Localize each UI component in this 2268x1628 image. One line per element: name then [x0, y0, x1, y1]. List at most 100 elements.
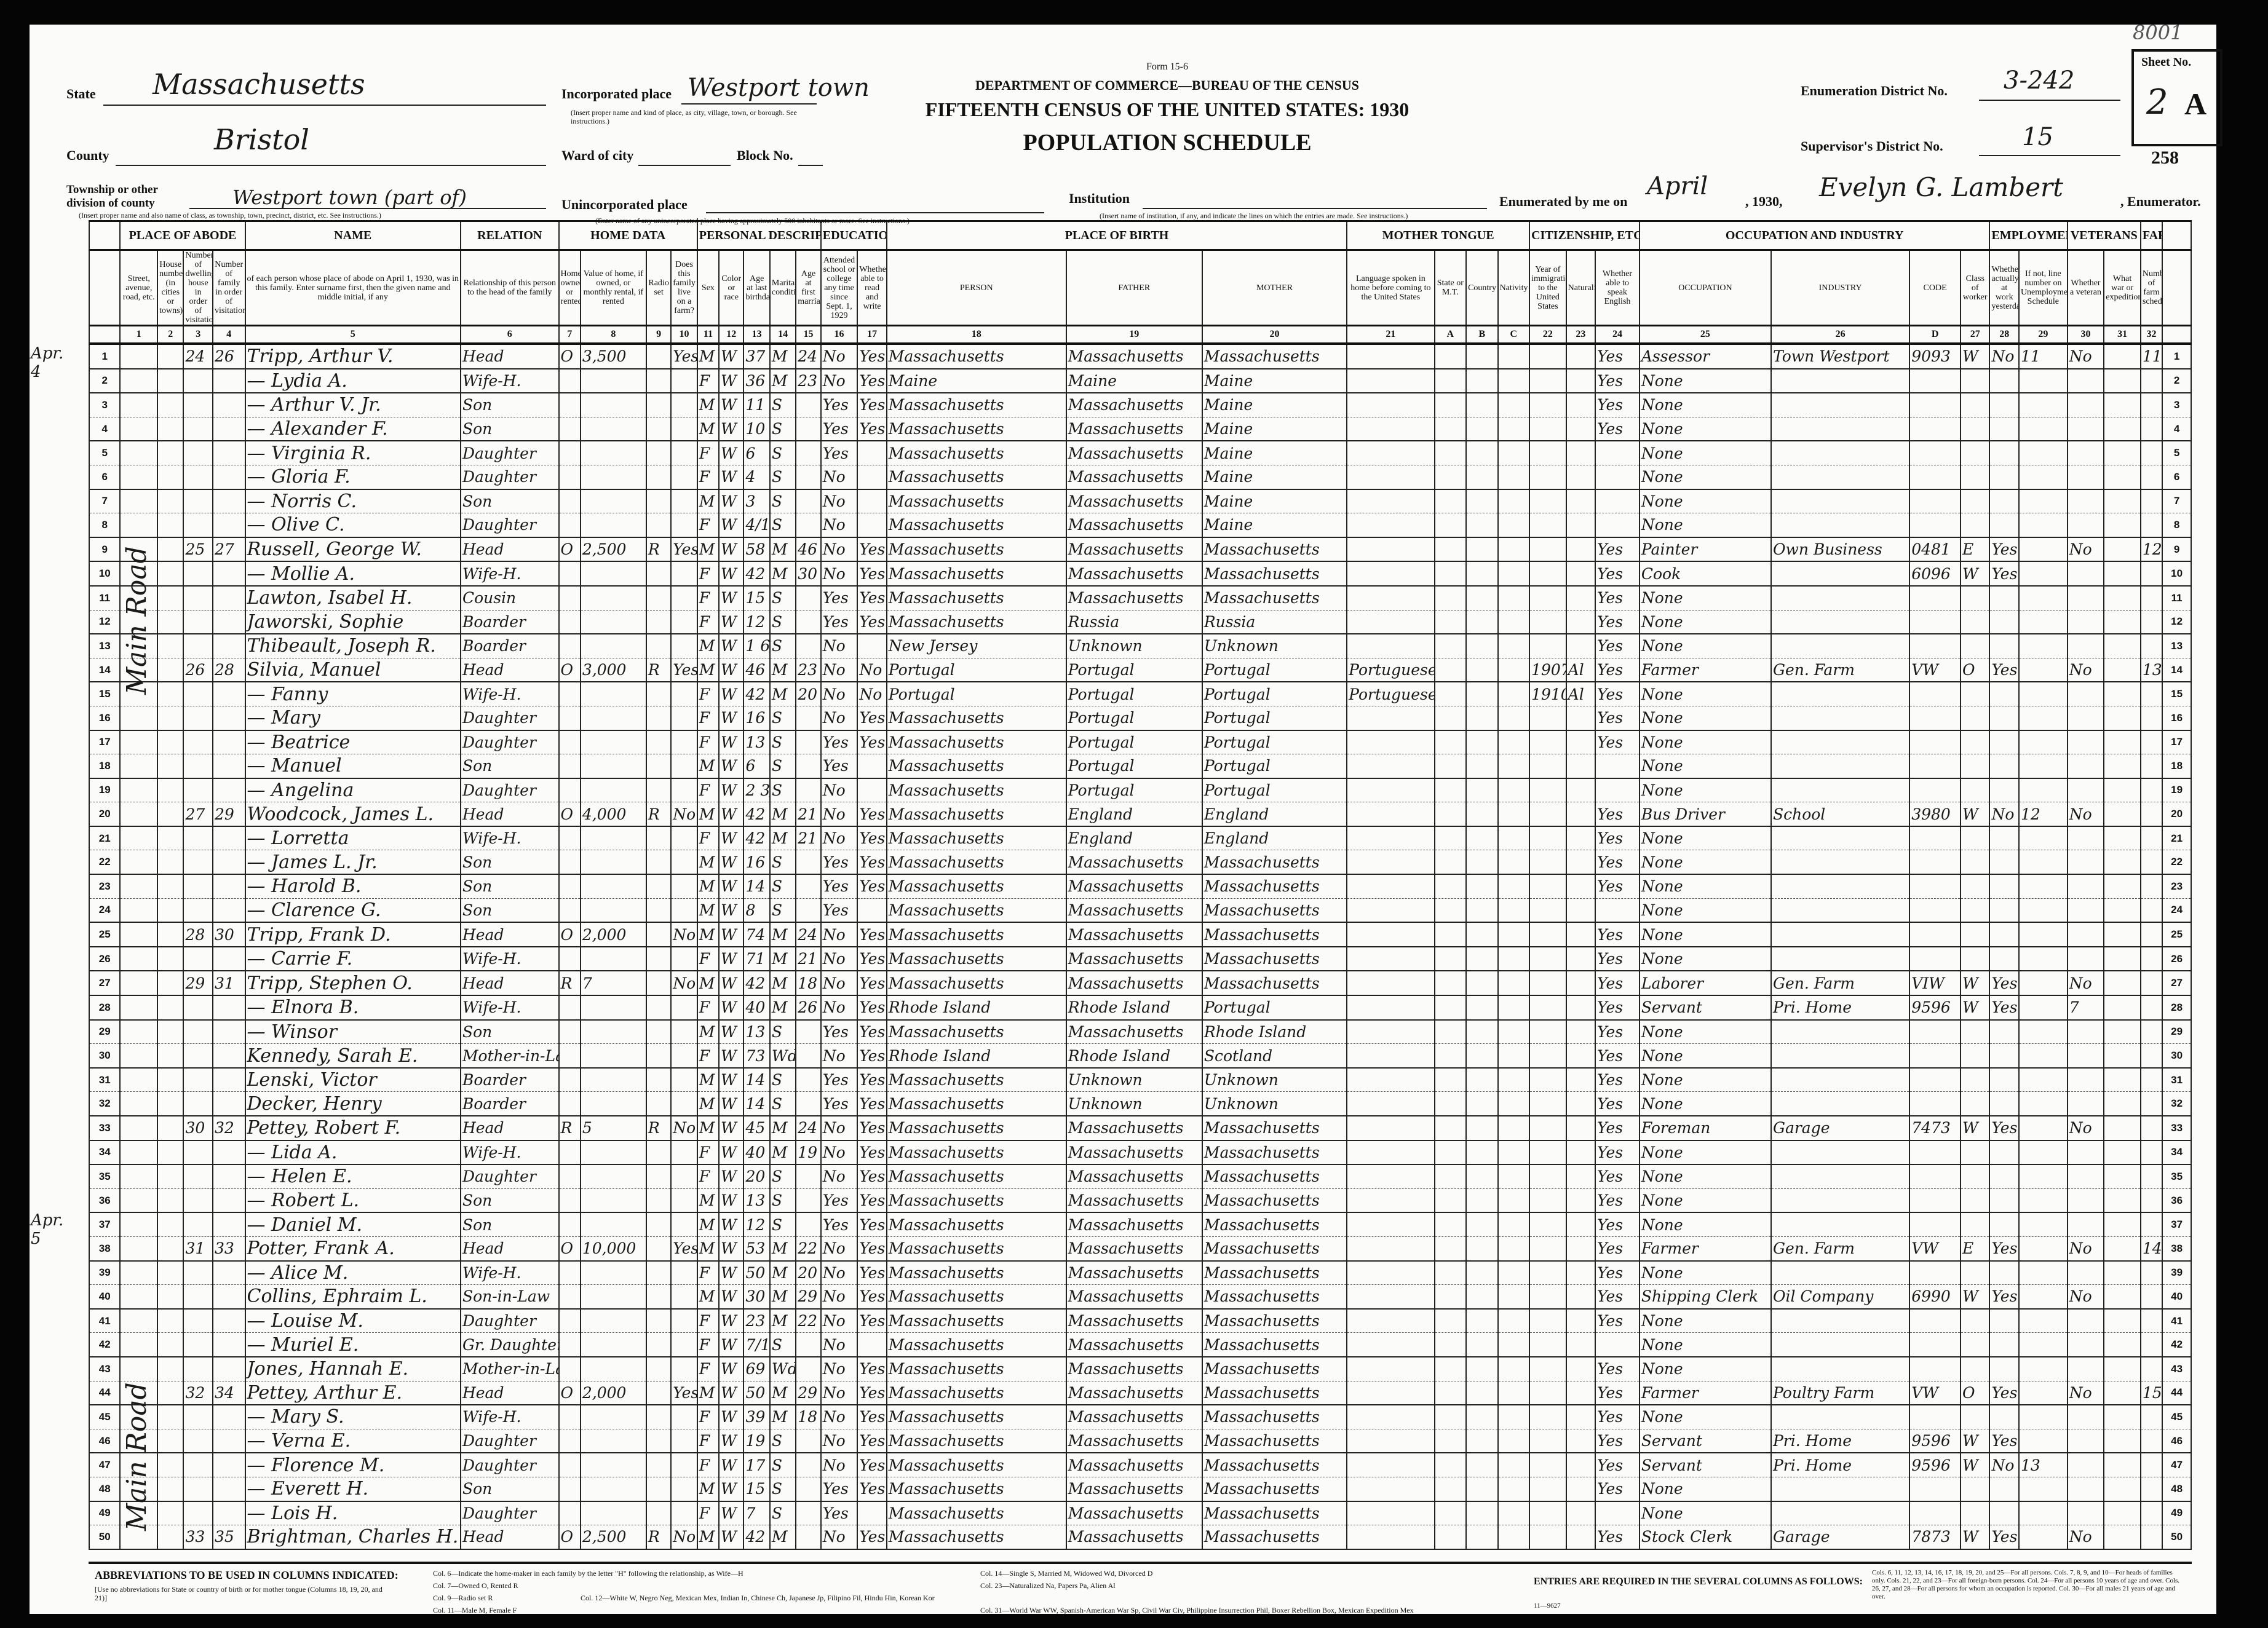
cell-col-3	[183, 368, 213, 394]
line-number: 50	[88, 1525, 121, 1550]
cell-col-8	[579, 706, 647, 731]
column-header-22: Year of immigration to the United States	[1529, 249, 1567, 326]
cell-col-7: O	[558, 1525, 581, 1550]
cell-col-10	[670, 441, 698, 465]
cell-col-20: Unknown	[1201, 634, 1348, 658]
cell-col-16: No	[820, 995, 858, 1021]
cell-col-26	[1770, 922, 1911, 947]
cell-col-10	[670, 995, 698, 1021]
cell-col-24	[1595, 1501, 1640, 1526]
line-number-header	[88, 220, 121, 251]
cell-col-2	[157, 995, 184, 1021]
column-number: 17	[857, 325, 887, 345]
cell-col-19: Massachusetts	[1065, 1284, 1203, 1310]
cell-col-20: Massachusetts	[1201, 1525, 1348, 1550]
cell-col-8	[579, 850, 647, 875]
cell-col-4	[212, 1091, 246, 1117]
cell-col-22	[1529, 922, 1567, 947]
cell-col-32	[2139, 1453, 2163, 1477]
cell-col-27	[1959, 585, 1991, 610]
cell-col-14: M	[769, 1525, 797, 1550]
cell-col-20: Massachusetts	[1201, 1405, 1348, 1429]
cell-col-30	[2066, 441, 2105, 465]
cell-col-15	[795, 610, 822, 635]
cell-col-10	[670, 1164, 698, 1189]
cell-col-3: 30	[183, 1116, 213, 1141]
cell-col-19: England	[1065, 826, 1203, 851]
cell-col-25: None	[1638, 417, 1772, 442]
line-number: 10	[2162, 561, 2192, 587]
cell-col-10	[670, 1212, 698, 1237]
cell-col-6: Boarder	[459, 610, 560, 635]
cell-col-13: 11	[743, 393, 771, 417]
cell-col-3	[183, 1332, 213, 1357]
cell-col-17: Yes	[857, 1212, 887, 1237]
cell-col-12: W	[718, 1501, 745, 1526]
cell-col-26: Pri. Home	[1770, 1453, 1911, 1477]
cell-col-7	[558, 682, 581, 706]
cell-col-5: — Lois H.	[244, 1501, 461, 1526]
person-row: 3— Arthur V. Jr. Son M W 11 S Yes Yes Massachuse…	[88, 393, 2192, 417]
cell-col-28	[1989, 465, 2020, 490]
cell-col-21	[1346, 1140, 1435, 1166]
line-number: 46	[2162, 1429, 2192, 1454]
cell-col-10	[670, 1501, 698, 1526]
line-number: 35	[88, 1164, 121, 1189]
cell-col-19: Unknown	[1065, 1067, 1203, 1093]
cell-col-A	[1433, 706, 1467, 731]
cell-col-25: Farmer	[1638, 658, 1772, 683]
cell-col-26	[1770, 946, 1911, 972]
cell-col-6: Wife-H.	[459, 561, 560, 587]
cell-col-4	[212, 1356, 246, 1381]
cell-col-3	[183, 778, 213, 803]
line-number: 43	[88, 1356, 121, 1381]
cell-col-17: Yes	[857, 946, 887, 972]
cell-col-8: 2,000	[579, 922, 647, 947]
person-row: 29— Winsor Son M W 13 S Yes Yes Massachusetts Mas…	[88, 1019, 2192, 1045]
cell-col-2	[157, 585, 184, 610]
cell-col-9	[645, 1477, 672, 1502]
cell-col-32	[2139, 1501, 2163, 1526]
cell-col-30	[2066, 1308, 2105, 1334]
cell-col-24: Yes	[1595, 874, 1640, 899]
cell-col-15	[795, 1019, 822, 1045]
cell-col-16: Yes	[820, 585, 858, 610]
cell-col-7: O	[558, 658, 581, 683]
cell-col-26	[1770, 850, 1911, 875]
cell-col-17: Yes	[857, 1284, 887, 1310]
cell-col-30	[2066, 465, 2105, 490]
cell-col-A	[1433, 1236, 1467, 1262]
cell-col-27	[1959, 634, 1991, 658]
line-number: 7	[88, 489, 121, 514]
cell-col-15: 21	[795, 946, 822, 972]
cell-col-29	[2018, 922, 2068, 947]
cell-col-20: Massachusetts	[1201, 922, 1348, 947]
cell-col-13: 42	[743, 561, 771, 587]
cell-col-32	[2139, 561, 2163, 587]
cell-col-6: Daughter	[459, 1453, 560, 1477]
person-row: 10— Mollie A. Wife-H. F W 42 M 30 No Yes Massachu…	[88, 561, 2192, 587]
cell-col-15: 24	[795, 922, 822, 947]
cell-col-13: 15	[743, 585, 771, 610]
cell-col-6: Son	[459, 489, 560, 514]
cell-col-30	[2066, 682, 2105, 706]
cell-col-8: 4,000	[579, 802, 647, 827]
cell-col-21	[1346, 393, 1435, 417]
cell-col-16: No	[820, 489, 858, 514]
cell-col-6: Wife-H.	[459, 995, 560, 1021]
cell-col-2	[157, 1284, 184, 1310]
line-number: 26	[88, 946, 121, 972]
cell-col-9	[645, 417, 672, 442]
cell-col-8	[579, 754, 647, 779]
cell-col-2	[157, 1188, 184, 1214]
line-number: 33	[2162, 1116, 2192, 1141]
cell-col-22	[1529, 1356, 1567, 1381]
cell-col-21	[1346, 537, 1435, 563]
cell-col-9: R	[645, 802, 672, 827]
cell-col-19: Massachusetts	[1065, 1116, 1203, 1141]
column-number: A	[1433, 325, 1467, 345]
cell-col-22	[1529, 513, 1567, 538]
column-header-7: Home owned or rented	[558, 249, 581, 326]
person-row: 36— Robert L. Son M W 13 S Yes Yes Massachusetts…	[88, 1188, 2192, 1214]
cell-col-A	[1433, 417, 1467, 442]
